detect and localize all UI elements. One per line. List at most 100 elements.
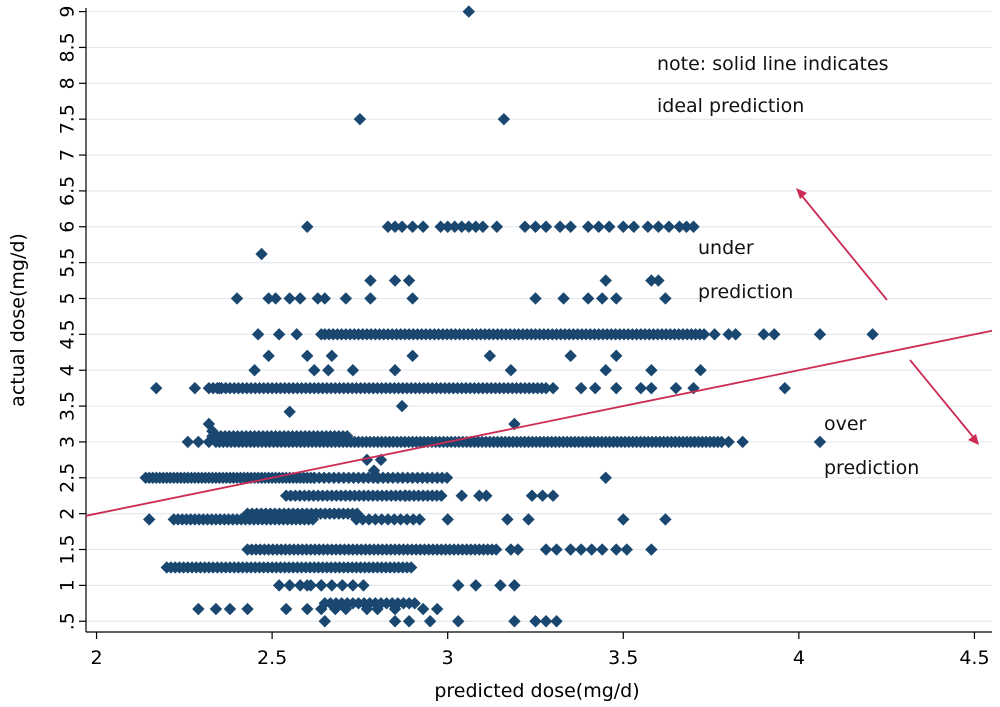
y-axis-label: actual dose(mg/d) (7, 233, 29, 407)
data-point (617, 220, 630, 233)
data-point (652, 220, 665, 233)
data-point (346, 364, 360, 377)
data-point (662, 220, 676, 233)
data-point (143, 513, 156, 526)
data-point (301, 220, 314, 233)
data-point (395, 220, 409, 233)
data-point (350, 513, 363, 526)
data-point (150, 381, 163, 395)
data-point (680, 220, 693, 233)
data-point (511, 543, 525, 556)
data-point (469, 579, 482, 592)
data-point (394, 513, 407, 526)
data-point (346, 579, 360, 592)
y-tick-label: 1 (57, 579, 79, 591)
data-point (645, 543, 658, 556)
data-point (539, 543, 553, 556)
data-point (508, 615, 521, 628)
data-point (364, 274, 377, 287)
x-axis-label: predicted dose(mg/d) (434, 680, 639, 702)
data-point (339, 602, 353, 616)
data-point (311, 292, 324, 305)
over-arrow-head (968, 434, 979, 445)
data-point (490, 220, 504, 233)
data-point (441, 220, 454, 233)
data-point (375, 513, 388, 526)
data-point (402, 274, 416, 287)
data-point (362, 513, 376, 526)
data-point (813, 328, 827, 341)
data-point (866, 328, 879, 341)
data-point (501, 513, 514, 526)
data-point (272, 579, 286, 592)
data-point (413, 513, 426, 526)
y-tick-label: 7 (57, 149, 79, 161)
data-point (269, 292, 282, 305)
data-point (315, 579, 328, 592)
note-line-1: note: solid line indicates (657, 53, 889, 75)
data-point (599, 471, 612, 484)
data-point (192, 602, 205, 616)
under-label-line-2: prediction (698, 281, 793, 303)
data-point (406, 292, 419, 305)
data-point (381, 513, 395, 526)
data-point (489, 543, 503, 556)
data-point (596, 292, 609, 305)
data-point (645, 381, 658, 395)
data-point (230, 292, 244, 305)
over-label-line-2: prediction (824, 457, 919, 479)
y-tick-label: 3 (57, 436, 79, 448)
data-point (462, 5, 475, 18)
data-point (408, 597, 421, 610)
data-point (539, 615, 553, 628)
data-point (652, 274, 665, 287)
data-point (329, 602, 342, 616)
data-point (529, 292, 542, 305)
data-point (588, 381, 602, 395)
ideal-prediction-line (85, 329, 993, 517)
data-point (546, 489, 560, 502)
data-point (768, 328, 781, 341)
data-point (202, 435, 216, 449)
y-tick-label: 3.5 (57, 391, 79, 421)
data-point (659, 513, 672, 526)
data-point (181, 435, 195, 449)
y-ticks: .5 1 1.5 2 2.5 3 3.5 4 4.5 5 5.5 6 6.5 7 7.5 8 8.5 9 (57, 6, 86, 630)
data-point (369, 513, 382, 526)
data-point (441, 513, 454, 526)
data-point (585, 543, 598, 556)
data-point (504, 364, 518, 377)
data-point (610, 349, 623, 363)
data-point (518, 220, 532, 233)
y-tick-label: 5.5 (57, 248, 79, 278)
data-point (550, 615, 563, 628)
data-point (388, 220, 402, 233)
data-point (645, 274, 658, 287)
data-point (356, 513, 369, 526)
under-arrow-shaft (801, 195, 888, 301)
data-point (388, 364, 402, 377)
data-point (402, 615, 416, 628)
y-tick-label: 6 (57, 221, 79, 233)
axes (85, 8, 992, 633)
x-tick-label: 3 (442, 647, 454, 669)
data-point (581, 220, 595, 233)
data-point (539, 381, 553, 395)
data-point (581, 292, 595, 305)
data-point (406, 220, 419, 233)
data-point (448, 220, 461, 233)
data-point (715, 435, 728, 449)
data-point (736, 435, 749, 449)
under-arrow-head (796, 188, 807, 199)
data-point (610, 543, 623, 556)
data-point (248, 364, 261, 377)
data-point (574, 543, 588, 556)
data-point (353, 112, 367, 126)
data-point (508, 579, 521, 592)
over-label-line-1: over (824, 413, 867, 435)
data-point (546, 381, 560, 395)
data-point (673, 220, 686, 233)
data-point (306, 513, 320, 526)
data-point (687, 220, 700, 233)
data-point (416, 220, 430, 233)
